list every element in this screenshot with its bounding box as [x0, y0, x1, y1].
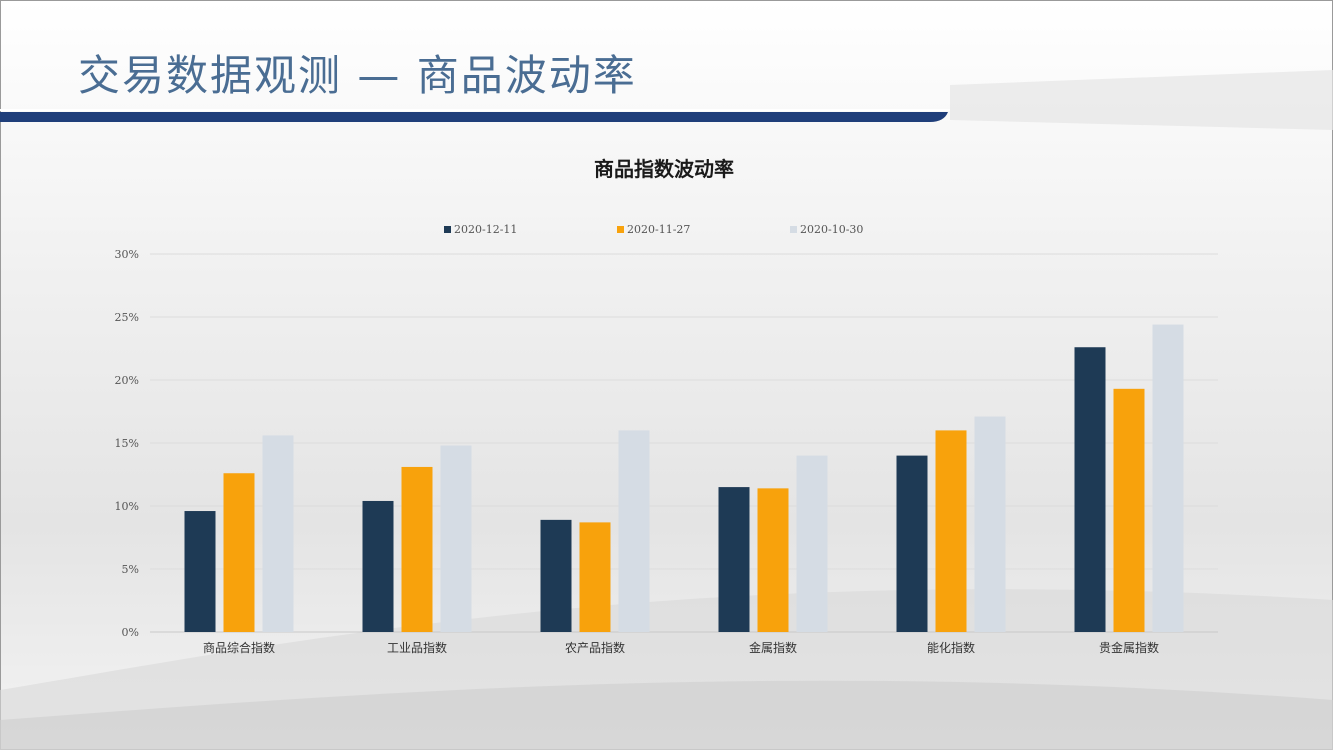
- bar: [540, 519, 572, 632]
- legend-swatch: [617, 226, 624, 233]
- bar: [362, 500, 394, 632]
- bar: [262, 435, 294, 632]
- bar: [896, 455, 928, 632]
- bar: [718, 487, 750, 632]
- bar: [440, 445, 472, 632]
- bar: [974, 416, 1006, 632]
- legend-swatch: [790, 226, 797, 233]
- bar: [796, 455, 828, 632]
- chart-title: 商品指数波动率: [594, 157, 734, 181]
- x-category-label: 能化指数: [927, 640, 975, 655]
- y-tick-label: 5%: [122, 563, 139, 576]
- title-accent-bar: [0, 109, 950, 122]
- bar: [1074, 347, 1106, 632]
- slide-title: 交易数据观测 — 商品波动率: [78, 51, 637, 100]
- y-tick-label: 30%: [115, 248, 139, 261]
- y-tick-label: 25%: [115, 311, 139, 324]
- x-category-label: 工业品指数: [387, 640, 447, 655]
- x-category-label: 贵金属指数: [1099, 640, 1159, 655]
- bar: [401, 466, 433, 632]
- bar: [184, 511, 216, 632]
- y-tick-label: 15%: [115, 437, 139, 450]
- legend-swatch: [444, 226, 451, 233]
- bar: [1152, 324, 1184, 632]
- bar: [1113, 388, 1145, 632]
- bar: [223, 473, 255, 632]
- bar: [579, 522, 611, 632]
- x-category-label: 商品综合指数: [203, 640, 275, 655]
- y-tick-label: 0%: [122, 626, 139, 639]
- legend-label: 2020-11-27: [627, 223, 690, 236]
- legend-label: 2020-12-11: [454, 223, 517, 236]
- legend-label: 2020-10-30: [800, 223, 863, 236]
- bar: [757, 488, 789, 632]
- y-tick-label: 10%: [115, 500, 139, 513]
- bar: [618, 430, 650, 632]
- bar: [935, 430, 967, 632]
- x-category-label: 农产品指数: [565, 640, 625, 655]
- y-tick-label: 20%: [115, 374, 139, 387]
- x-category-label: 金属指数: [749, 640, 797, 655]
